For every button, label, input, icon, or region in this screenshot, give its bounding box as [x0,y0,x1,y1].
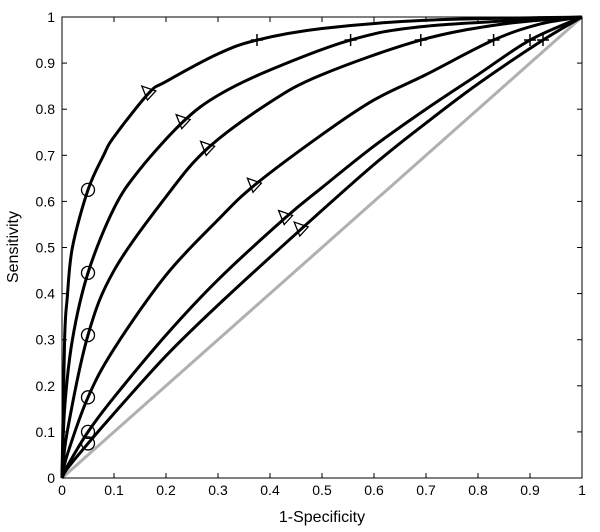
circle-marker-2 [80,265,96,281]
circle-marker-1 [80,182,96,198]
x-tick-label: 0.4 [260,482,280,498]
y-tick-label: 0.1 [36,424,56,440]
roc-curve-1 [60,15,583,479]
y-tick-label: 0.2 [36,378,56,394]
plus-marker-5 [524,34,536,47]
y-tick-label: 0.4 [36,286,56,302]
circle-marker-6 [80,436,96,451]
y-tick-label: 1 [47,9,55,25]
roc-curve-5 [60,15,583,479]
y-axis-label: Sensitivity [5,211,22,283]
x-tick-label: 0.9 [520,482,540,498]
triangle-marker-3 [199,140,216,157]
y-tick-label: 0.8 [36,101,56,117]
plus-marker-1 [251,34,263,47]
triangle-marker-4 [246,177,263,194]
circle-marker-3 [80,327,96,343]
curves-layer [60,15,583,479]
x-tick-label: 0.3 [208,482,228,498]
x-tick-label: 0.2 [156,482,176,498]
triangle-marker-5 [277,209,294,226]
plus-marker-2 [344,34,357,47]
roc-curve-3 [60,15,583,479]
x-tick-label: 1 [578,482,586,498]
triangle-marker-1 [140,84,157,102]
triangle-marker-6 [293,220,310,238]
x-tick-label: 0.6 [364,482,384,498]
y-axis-ticks: 0 0.1 0.2 0.3 0.4 0.5 0.6 0.7 0.8 0.9 1 [36,9,582,486]
y-tick-label: 0 [47,470,55,486]
chance-diagonal-line [61,15,583,480]
plus-marker-4 [487,34,500,47]
roc-curve-2 [60,15,583,479]
y-tick-label: 0.9 [36,55,56,71]
x-axis-ticks: 0 0.1 0.2 0.3 0.4 0.5 0.6 0.7 0.8 0.9 1 [58,17,586,498]
plus-marker-3 [414,34,427,47]
circle-marker-4 [80,390,96,405]
x-tick-label: 0.1 [104,482,124,498]
triangle-marker-2 [175,113,192,130]
diagonal-layer [61,15,583,480]
y-tick-label: 0.3 [36,332,56,348]
x-tick-label: 0 [58,482,66,498]
x-tick-label: 0.7 [416,482,436,498]
markers-layer [80,34,549,451]
x-tick-label: 0.8 [468,482,488,498]
x-axis-label: 1-Specificity [279,509,365,526]
plus-marker-6 [537,34,549,47]
y-tick-label: 0.7 [36,147,56,163]
y-tick-label: 0.6 [36,193,56,209]
x-tick-label: 0.5 [312,482,332,498]
roc-curve-6 [60,15,583,479]
y-tick-label: 0.5 [36,240,56,256]
circle-marker-5 [80,424,96,440]
